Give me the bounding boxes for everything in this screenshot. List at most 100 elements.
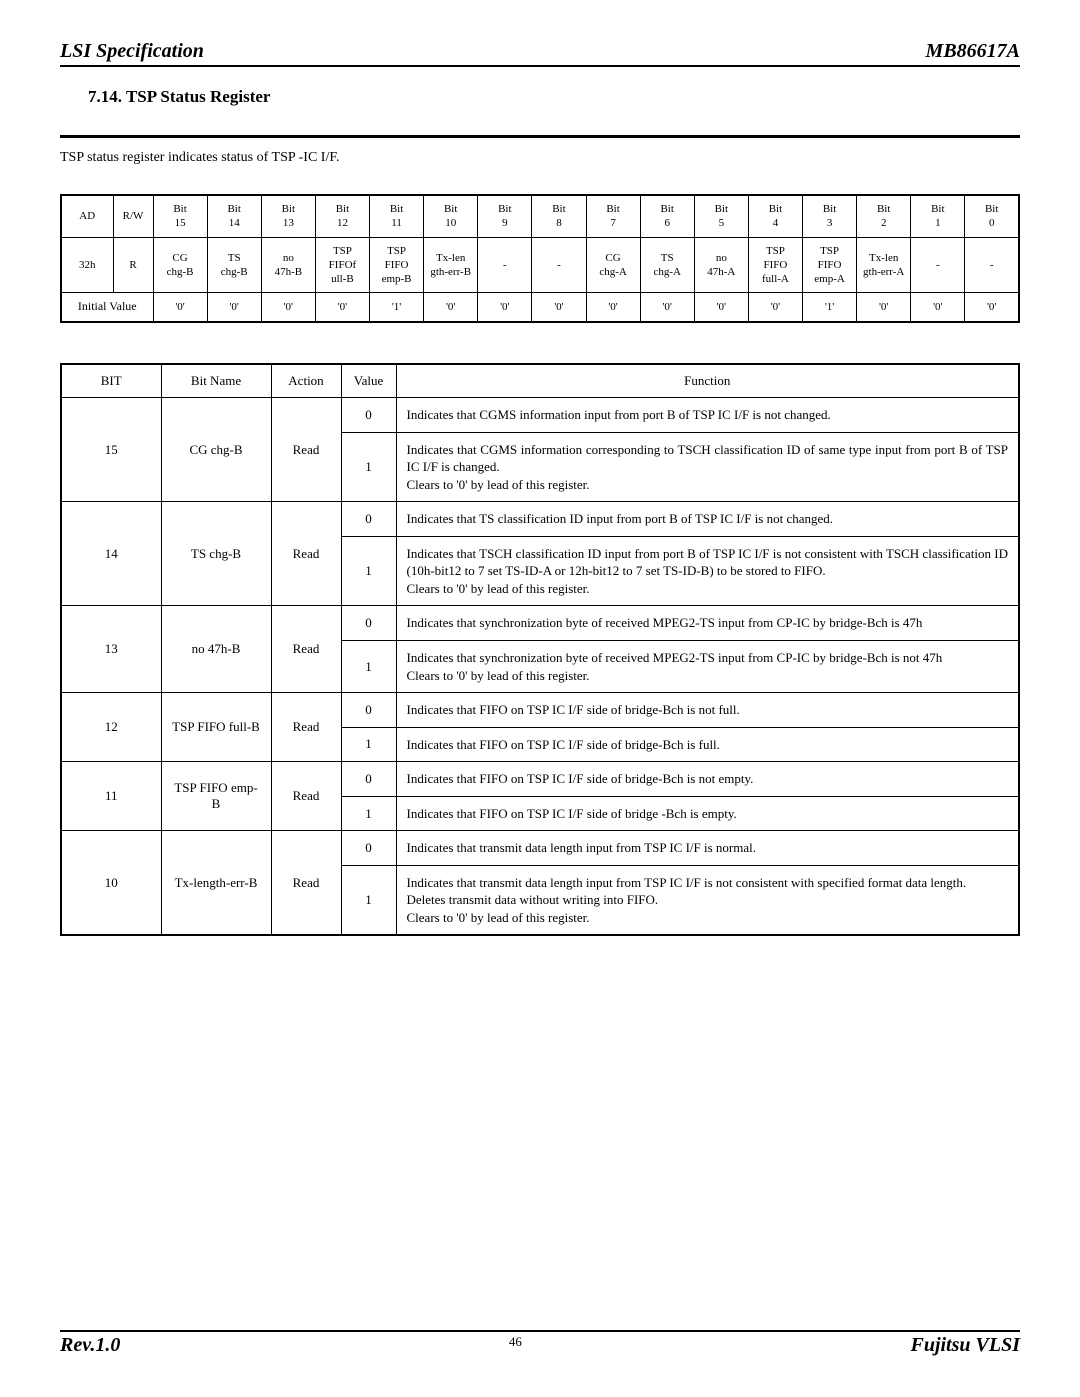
register-cell: 32h — [61, 237, 113, 293]
initial-value-cell: '0' — [640, 293, 694, 322]
register-header-cell: Bit12 — [315, 195, 369, 237]
register-header-cell: Bit3 — [803, 195, 857, 237]
register-header-cell: Bit10 — [424, 195, 478, 237]
register-cell: TSPFIFOemp-A — [803, 237, 857, 293]
register-cell: - — [532, 237, 586, 293]
register-cell: TSchg-A — [640, 237, 694, 293]
divider — [60, 135, 1020, 138]
register-header-cell: Bit1 — [911, 195, 965, 237]
value-cell: 1 — [341, 536, 396, 606]
value-cell: 0 — [341, 606, 396, 641]
value-cell: 0 — [341, 502, 396, 537]
value-cell: 1 — [341, 641, 396, 693]
function-cell: Indicates that FIFO on TSP IC I/F side o… — [396, 762, 1019, 797]
bit-number-cell: 10 — [61, 831, 161, 936]
function-cell: Indicates that TSCH classification ID in… — [396, 536, 1019, 606]
register-header-cell: Bit15 — [153, 195, 207, 237]
initial-value-cell: '0' — [857, 293, 911, 322]
bit-number-cell: 12 — [61, 693, 161, 762]
header-right: MB86617A — [926, 40, 1020, 63]
register-cell: Tx-length-err-A — [857, 237, 911, 293]
bit-name-cell: Tx-length-err-B — [161, 831, 271, 936]
register-cell: CGchg-B — [153, 237, 207, 293]
value-cell: 1 — [341, 796, 396, 831]
function-cell: Indicates that CGMS information correspo… — [396, 432, 1019, 502]
register-cell: no47h-B — [261, 237, 315, 293]
action-cell: Read — [271, 606, 341, 693]
register-header-cell: Bit8 — [532, 195, 586, 237]
value-cell: 1 — [341, 727, 396, 762]
detail-header-cell: Action — [271, 364, 341, 398]
initial-value-cell: '0' — [315, 293, 369, 322]
initial-value-cell: '0' — [965, 293, 1019, 322]
bit-number-cell: 13 — [61, 606, 161, 693]
register-cell: - — [478, 237, 532, 293]
register-cell: TSPFIFOfull-B — [315, 237, 369, 293]
register-header-cell: R/W — [113, 195, 153, 237]
initial-value-cell: '0' — [586, 293, 640, 322]
register-header-cell: Bit2 — [857, 195, 911, 237]
register-cell: R — [113, 237, 153, 293]
initial-value-cell: '0' — [911, 293, 965, 322]
register-cell: TSPFIFOemp-B — [370, 237, 424, 293]
initial-value-cell: '0' — [694, 293, 748, 322]
value-cell: 0 — [341, 398, 396, 433]
action-cell: Read — [271, 693, 341, 762]
initial-value-cell: '0' — [478, 293, 532, 322]
register-cell: CGchg-A — [586, 237, 640, 293]
register-header-cell: Bit14 — [207, 195, 261, 237]
function-cell: Indicates that synchronization byte of r… — [396, 641, 1019, 693]
register-cell: - — [965, 237, 1019, 293]
detail-header-cell: BIT — [61, 364, 161, 398]
register-header-cell: Bit7 — [586, 195, 640, 237]
footer-left: Rev.1.0 — [60, 1334, 120, 1357]
detail-header-cell: Function — [396, 364, 1019, 398]
action-cell: Read — [271, 398, 341, 502]
initial-value-cell: '1' — [370, 293, 424, 322]
register-header-cell: Bit6 — [640, 195, 694, 237]
register-header-cell: Bit11 — [370, 195, 424, 237]
function-cell: Indicates that FIFO on TSP IC I/F side o… — [396, 693, 1019, 728]
bit-name-cell: TSP FIFO full-B — [161, 693, 271, 762]
page-footer: Rev.1.0 46 Fujitsu VLSI — [60, 1330, 1020, 1357]
section-title: 7.14. TSP Status Register — [88, 87, 1020, 107]
initial-value-cell: '0' — [207, 293, 261, 322]
bit-name-cell: TSP FIFO emp-B — [161, 762, 271, 831]
header-left: LSI Specification — [60, 40, 204, 63]
initial-value-cell: '1' — [803, 293, 857, 322]
function-cell: Indicates that TS classification ID inpu… — [396, 502, 1019, 537]
register-header-cell: Bit4 — [748, 195, 802, 237]
value-cell: 0 — [341, 762, 396, 797]
detail-header-cell: Value — [341, 364, 396, 398]
function-cell: Indicates that transmit data length inpu… — [396, 865, 1019, 935]
register-header-cell: AD — [61, 195, 113, 237]
action-cell: Read — [271, 502, 341, 606]
function-cell: Indicates that synchronization byte of r… — [396, 606, 1019, 641]
bit-name-cell: CG chg-B — [161, 398, 271, 502]
bit-number-cell: 11 — [61, 762, 161, 831]
initial-value-cell: '0' — [532, 293, 586, 322]
register-cell: Tx-length-err-B — [424, 237, 478, 293]
register-cell: - — [911, 237, 965, 293]
function-cell: Indicates that FIFO on TSP IC I/F side o… — [396, 796, 1019, 831]
function-cell: Indicates that CGMS information input fr… — [396, 398, 1019, 433]
bit-name-cell: TS chg-B — [161, 502, 271, 606]
initial-value-cell: '0' — [261, 293, 315, 322]
page-header: LSI Specification MB86617A — [60, 40, 1020, 67]
initial-value-label: Initial Value — [61, 293, 153, 322]
function-cell: Indicates that transmit data length inpu… — [396, 831, 1019, 866]
register-cell: TSPFIFOfull-A — [748, 237, 802, 293]
bit-number-cell: 14 — [61, 502, 161, 606]
register-table: ADR/WBit15Bit14Bit13Bit12Bit11Bit10Bit9B… — [60, 194, 1020, 323]
value-cell: 0 — [341, 831, 396, 866]
register-header-cell: Bit5 — [694, 195, 748, 237]
value-cell: 1 — [341, 865, 396, 935]
register-header-cell: Bit9 — [478, 195, 532, 237]
initial-value-cell: '0' — [153, 293, 207, 322]
action-cell: Read — [271, 762, 341, 831]
register-header-cell: Bit0 — [965, 195, 1019, 237]
detail-header-cell: Bit Name — [161, 364, 271, 398]
action-cell: Read — [271, 831, 341, 936]
initial-value-cell: '0' — [748, 293, 802, 322]
value-cell: 1 — [341, 432, 396, 502]
